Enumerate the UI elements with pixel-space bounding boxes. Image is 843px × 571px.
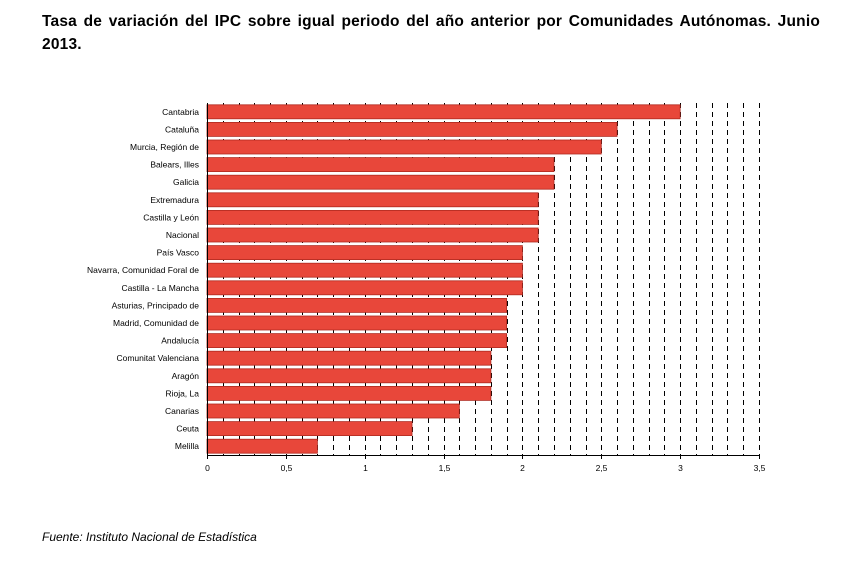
category-label: Castilla y León	[143, 212, 199, 222]
bar-extremadura	[206, 192, 539, 208]
bar-murcia-región-de	[206, 139, 602, 155]
bar-castilla-la-mancha	[206, 280, 523, 296]
category-label: Castilla - La Mancha	[122, 283, 200, 293]
bar-canarias	[206, 403, 460, 419]
bar-cantabria	[206, 104, 681, 120]
category-label: Andalucía	[161, 336, 199, 346]
category-label: Navarra, Comunidad Foral de	[87, 265, 199, 275]
bar-castilla-y-león	[206, 209, 539, 225]
x-tick-label: 2,5	[596, 463, 608, 473]
bar-andalucía	[206, 333, 508, 349]
category-label: Ceuta	[176, 424, 199, 434]
bar-galicia	[206, 174, 555, 190]
chart-title: Tasa de variación del IPC sobre igual pe…	[42, 13, 820, 53]
bar-aragón	[206, 368, 492, 384]
category-label: Rioja, La	[165, 388, 199, 398]
category-label: Asturias, Principado de	[112, 300, 200, 310]
category-labels: Cantabria Cataluña Murcia, Región de Balear…	[87, 107, 199, 451]
x-axis: 0 0,5 1 1,5 2 2,5 3 3,5	[205, 103, 766, 473]
category-label: Galicia	[173, 177, 199, 187]
bar-ceuta	[206, 421, 413, 437]
gridlines	[223, 103, 760, 455]
bar-madrid-comunidad-de	[206, 315, 508, 331]
category-label: Comunitat Valenciana	[116, 353, 199, 363]
x-tick-label: 3,5	[754, 463, 766, 473]
category-label: Nacional	[166, 230, 199, 240]
category-label: Balears, Illes	[150, 160, 199, 170]
category-label: Murcia, Región de	[130, 142, 199, 152]
category-label: Extremadura	[150, 195, 199, 205]
category-label: Madrid, Comunidad de	[113, 318, 199, 328]
category-label: Cantabria	[162, 107, 199, 117]
bars	[206, 104, 681, 454]
bar-navarra-comunidad-foral-de	[206, 262, 523, 278]
x-tick-label: 2	[520, 463, 525, 473]
x-tick-label: 0,5	[281, 463, 293, 473]
x-tick-label: 1	[363, 463, 368, 473]
category-label: Canarias	[165, 406, 199, 416]
category-label: País Vasco	[157, 248, 200, 258]
x-tick-label: 0	[205, 463, 210, 473]
category-label: Cataluña	[165, 124, 199, 134]
bar-asturias-principado-de	[206, 297, 508, 313]
bar-balears-illes	[206, 157, 555, 173]
category-label: Melilla	[175, 441, 199, 451]
bar-rioja-la	[206, 385, 492, 401]
bar-cataluña	[206, 122, 618, 137]
source-note: Fuente: Instituto Nacional de Estadístic…	[42, 530, 257, 544]
bar-nacional	[206, 227, 539, 243]
x-tick-label: 3	[678, 463, 683, 473]
bar-país-vasco	[206, 245, 523, 261]
bar-comunitat-valenciana	[206, 350, 492, 366]
bar-melilla	[206, 438, 318, 454]
category-label: Aragón	[172, 371, 200, 381]
x-tick-label: 1,5	[439, 463, 451, 473]
